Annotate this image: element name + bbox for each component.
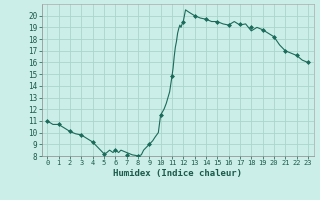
X-axis label: Humidex (Indice chaleur): Humidex (Indice chaleur) [113,169,242,178]
